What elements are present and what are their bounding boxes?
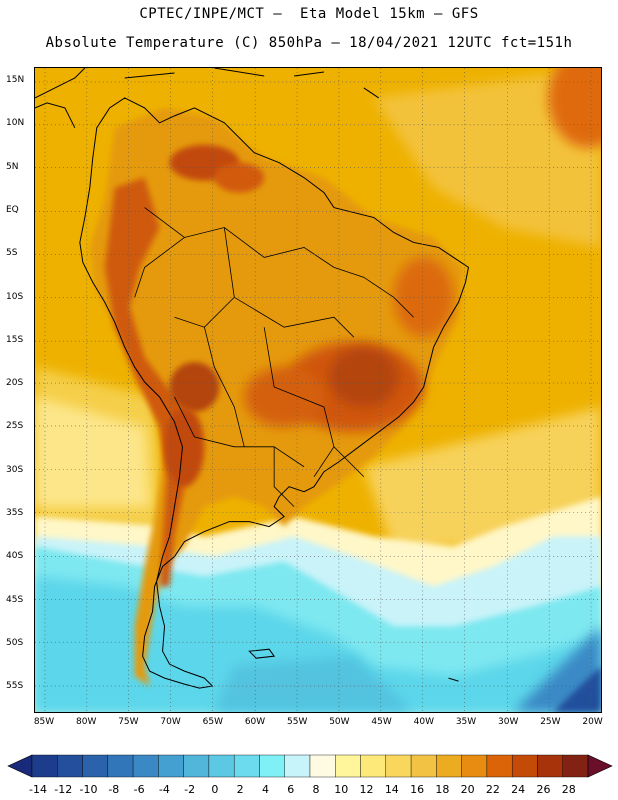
colorbar-label: 20	[460, 783, 475, 796]
lat-label: EQ	[6, 204, 19, 215]
lon-label: 70W	[160, 717, 181, 727]
lat-label: 40S	[6, 551, 24, 562]
colorbar-label: -8	[108, 783, 120, 796]
colorbar-label: -2	[184, 783, 196, 796]
pacific-pale-band	[35, 396, 150, 507]
falkland-islands	[248, 648, 276, 659]
colorbar-swatch	[436, 754, 462, 778]
lat-label: 5N	[6, 161, 19, 172]
colorbar-swatch	[107, 754, 134, 778]
colorbar-label: 26	[536, 783, 551, 796]
colorbar-label: 18	[435, 783, 450, 796]
colorbar-label: 6	[287, 783, 295, 796]
colorbar-swatch	[208, 754, 235, 778]
colorbar-label: 8	[312, 783, 320, 796]
cold-water-2	[35, 576, 601, 712]
colorbar-swatch	[461, 754, 488, 778]
colorbar-label: 14	[384, 783, 399, 796]
lat-label: 45S	[6, 594, 24, 605]
lon-label: 35W	[455, 717, 477, 727]
north-hot-spot-2	[214, 162, 265, 193]
graticule	[35, 68, 601, 712]
colorbar	[7, 754, 613, 778]
lat-label: 5S	[6, 248, 18, 259]
colorbar-label: -4	[158, 783, 170, 796]
colorbar-swatch	[410, 754, 437, 778]
colorbar-label: 0	[211, 783, 219, 796]
lon-label: 75W	[118, 717, 139, 727]
colorbar-swatch	[284, 754, 311, 778]
lat-label: 10S	[6, 291, 24, 302]
colorbar-label: 12	[359, 783, 374, 796]
colorbar-swatch	[57, 754, 83, 778]
lat-label: 20S	[6, 378, 24, 389]
colorbar-swatch	[233, 754, 260, 778]
south-georgia	[448, 677, 459, 682]
lat-label: 35S	[6, 508, 24, 518]
andes-hot-band	[104, 177, 190, 587]
map-canvas	[35, 68, 601, 712]
lon-label: 55W	[287, 717, 308, 727]
colorbar-label: 24	[511, 783, 526, 796]
north-atlantic-band	[373, 68, 601, 248]
northeast-hot	[393, 257, 454, 338]
colorbar-swatch	[132, 754, 159, 778]
colorbar-swatch	[158, 754, 184, 778]
lon-label: 25W	[540, 717, 561, 727]
lon-label: 65W	[202, 717, 223, 727]
colorbar-label: 28	[561, 783, 576, 796]
lon-label: 40W	[413, 717, 434, 727]
colorbar-label: -10	[79, 783, 98, 796]
country-borders	[134, 207, 414, 507]
colorbar-label: 16	[410, 783, 425, 796]
colorbar-swatch	[183, 754, 210, 778]
ne-hot-area	[548, 68, 601, 148]
andes-central-hot	[164, 406, 205, 487]
central-very-hot	[328, 347, 399, 407]
colorbar-swatch	[335, 754, 361, 778]
colorbar-label: 2	[236, 783, 244, 796]
title-line-1: CPTEC/INPE/MCT – Eta Model 15km – GFS	[139, 6, 479, 22]
lat-label: 25S	[6, 421, 24, 432]
colorbar-swatch	[562, 754, 589, 778]
lat-label: 15N	[6, 75, 25, 85]
colorbar-label: -12	[54, 783, 73, 796]
colorbar-swatch	[259, 754, 285, 778]
lat-label: 55S	[6, 681, 24, 692]
colorbar-label: 22	[485, 783, 500, 796]
lon-label: 45W	[371, 717, 392, 727]
caribbean-islands	[124, 68, 380, 99]
colorbar-swatch	[537, 754, 563, 778]
colorbar-swatch	[385, 754, 412, 778]
title-line-2: Absolute Temperature (C) 850hPa – 18/04/…	[45, 35, 573, 51]
colorbar-max-arrow	[587, 754, 613, 778]
colorbar-min-arrow	[7, 754, 33, 778]
south-america-coastline	[79, 97, 470, 689]
cold-patch-south	[214, 656, 414, 712]
altiplano-hot	[169, 362, 220, 412]
colorbar-swatch	[31, 754, 58, 778]
colorbar-label: 10	[334, 783, 349, 796]
lat-label: 15S	[6, 334, 24, 345]
colorbar-swatch	[511, 754, 538, 778]
colorbar-swatch	[82, 754, 109, 778]
lon-label: 85W	[33, 717, 55, 727]
lat-label: 10N	[6, 118, 25, 129]
temperature-map	[34, 67, 602, 713]
colorbar-swatch	[360, 754, 387, 778]
lon-label: 20W	[582, 717, 603, 727]
lat-label: 30S	[6, 464, 24, 475]
lon-label: 50W	[329, 717, 350, 727]
lon-label: 60W	[244, 717, 266, 727]
colorbar-label: 4	[261, 783, 269, 796]
lat-label: 50S	[6, 637, 24, 648]
west-central-hot	[244, 367, 324, 427]
lon-label: 80W	[76, 717, 97, 727]
colorbar-swatch	[309, 754, 336, 778]
colorbar-swatch	[486, 754, 513, 778]
lon-label: 30W	[498, 717, 519, 727]
colorbar-label: -6	[133, 783, 145, 796]
colorbar-label: -14	[29, 783, 47, 796]
